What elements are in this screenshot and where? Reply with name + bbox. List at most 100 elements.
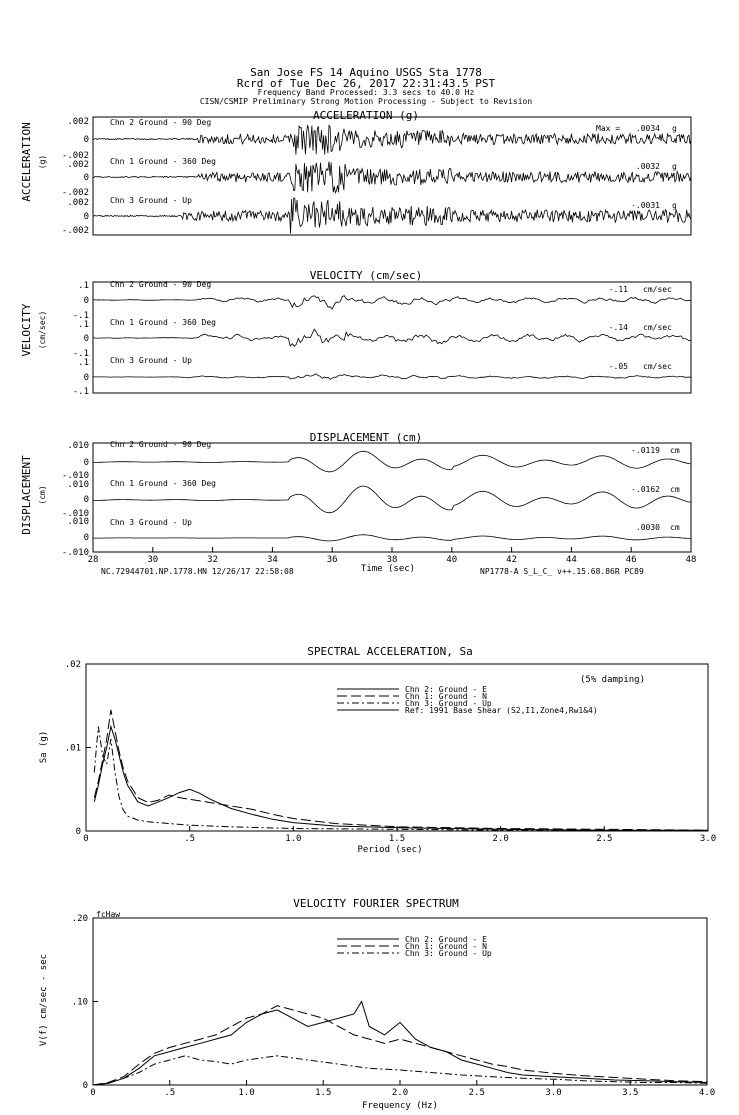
vel-chn2-label: Chn 2 Ground - 90 Deg bbox=[110, 280, 211, 289]
sa-ytick-label: .02 bbox=[65, 660, 81, 670]
accel-ytick-bot-2: -.002 bbox=[62, 188, 89, 198]
disp-chn3-trace bbox=[93, 534, 691, 542]
disp-chn1-peak: -.0162 bbox=[631, 485, 660, 494]
disp-chn2-peak: -.0119 bbox=[631, 446, 660, 455]
disp-ytick-bot-3: -.010 bbox=[62, 548, 89, 558]
vf-ticks: 0 .5 1.0 1.5 2.0 2.5 3.0 3.5 4.0 0 .10 .20 bbox=[72, 914, 715, 1098]
sa-series-line-1 bbox=[93, 724, 708, 831]
accel-chn2-peak: .0034 bbox=[636, 124, 660, 133]
vel-ytick-bot-2: -.1 bbox=[73, 349, 89, 359]
velocity-fourier-chart: VELOCITY FOURIER SPECTRUM fcHaw V(f) cm/… bbox=[39, 897, 715, 1111]
vf-xtick-label: 2.0 bbox=[392, 1088, 408, 1098]
displacement-side-label: DISPLACEMENT bbox=[20, 455, 33, 535]
acceleration-side-label: ACCELERATION bbox=[20, 122, 33, 201]
header-line-3: Frequency Band Processed: 3.3 secs to 40… bbox=[258, 88, 475, 97]
disp-chn2-trace bbox=[92, 450, 692, 473]
accel-chn3-unit: g bbox=[672, 201, 677, 210]
accel-chn1-label: Chn 1 Ground - 360 Deg bbox=[110, 157, 216, 166]
displacement-side-unit: (cm) bbox=[38, 485, 47, 504]
vel-ytick-mid-3: 0 bbox=[84, 373, 89, 383]
time-tick-label: 30 bbox=[147, 555, 158, 565]
sa-xtick-label: 0 bbox=[83, 834, 88, 844]
sa-ticks: 0 .5 1.0 1.5 2.0 2.5 3.0 0 .01 .02 bbox=[65, 660, 716, 844]
accel-chn1-peak: .0032 bbox=[636, 162, 660, 171]
accel-ytick-top-3: .002 bbox=[67, 198, 89, 208]
sa-xtick-label: 1.0 bbox=[285, 834, 301, 844]
vf-series-line-2 bbox=[92, 1005, 708, 1086]
disp-ytick-bot-2: -.010 bbox=[62, 509, 89, 519]
header-line-1: San Jose FS 14 Aquino USGS Sta 1778 bbox=[250, 66, 482, 79]
vel-ytick-top-1: .1 bbox=[78, 281, 89, 291]
disp-chn3-unit: cm bbox=[670, 523, 680, 532]
vf-xtick-label: 0 bbox=[90, 1088, 95, 1098]
vf-frame bbox=[92, 917, 708, 1086]
vf-series bbox=[92, 1000, 708, 1086]
accel-chn3-peak: -.0031 bbox=[631, 201, 660, 210]
disp-chn3-label: Chn 3 Ground - Up bbox=[110, 518, 192, 527]
sa-legend-label: Chn 1: Ground - N bbox=[405, 692, 487, 701]
vf-xtick-label: 3.5 bbox=[622, 1088, 638, 1098]
sa-ytick-label: 0 bbox=[76, 827, 81, 837]
vel-ytick-top-2: .1 bbox=[78, 320, 89, 330]
sa-legend-label: Chn 2: Ground - E bbox=[405, 685, 487, 694]
time-tick-label: 28 bbox=[88, 555, 99, 565]
sa-damping-note: (5% damping) bbox=[580, 675, 645, 685]
vf-annotation: fcHaw bbox=[96, 910, 120, 919]
vf-series-line-1 bbox=[92, 1000, 708, 1086]
time-axis-label: Time (sec) bbox=[361, 564, 415, 574]
vel-ytick-top-3: .1 bbox=[78, 358, 89, 368]
vel-chn2-peak: -.11 bbox=[609, 285, 628, 294]
disp-chn3-peak: .0030 bbox=[636, 523, 660, 532]
vel-ytick-bot-3: -.1 bbox=[73, 387, 89, 397]
disp-chn1-trace bbox=[93, 485, 692, 514]
accel-chn2-label: Chn 2 Ground - 90 Deg bbox=[110, 118, 211, 127]
vf-legend-label: Chn 1: Ground - N bbox=[405, 942, 487, 951]
vf-xtick-label: 1.0 bbox=[238, 1088, 254, 1098]
acceleration-side-unit: (g) bbox=[38, 155, 47, 169]
accel-chn2-unit: g bbox=[672, 124, 677, 133]
time-tick-label: 36 bbox=[327, 555, 338, 565]
disp-ytick-mid-2: 0 bbox=[84, 495, 89, 505]
vf-legend-label: Chn 2: Ground - E bbox=[405, 935, 487, 944]
disp-ytick-top-2: .010 bbox=[67, 480, 89, 490]
disp-chn1-unit: cm bbox=[670, 485, 680, 494]
vel-chn2-trace bbox=[93, 295, 692, 310]
vel-chn3-label: Chn 3 Ground - Up bbox=[110, 356, 192, 365]
vel-chn3-peak: -.05 bbox=[609, 362, 628, 371]
disp-ytick-top-1: .010 bbox=[67, 441, 89, 451]
displacement-frame bbox=[92, 442, 692, 553]
accel-chn1-unit: g bbox=[672, 162, 677, 171]
velocity-title: VELOCITY (cm/sec) bbox=[310, 269, 423, 282]
vf-xtick-label: 1.5 bbox=[315, 1088, 331, 1098]
vel-chn3-unit: cm/sec bbox=[643, 362, 672, 371]
vf-ylabel: V(f) cm/sec - sec bbox=[39, 954, 49, 1046]
accel-ytick-bot-1: -.002 bbox=[62, 151, 89, 161]
footer-right: NP1778-A S_L_C_ v++.15.68.86R PC89 bbox=[480, 567, 644, 576]
accel-ytick-top-1: .002 bbox=[67, 117, 89, 127]
time-axis-ticks: 28 30 32 34 36 38 40 42 44 46 48 bbox=[88, 547, 697, 565]
footer-left: NC.72944701.NP.1778.HN 12/26/17 22:58:08 bbox=[101, 567, 294, 576]
velocity-side-label: VELOCITY bbox=[20, 303, 33, 356]
velocity-frame bbox=[92, 281, 692, 394]
time-tick-label: 48 bbox=[686, 555, 697, 565]
acceleration-frame bbox=[92, 116, 692, 236]
displacement-panel: DISPLACEMENT (cm) DISPLACEMENT (cm) .010… bbox=[20, 431, 696, 576]
disp-ytick-mid-3: 0 bbox=[84, 533, 89, 543]
vf-ytick-label: .20 bbox=[72, 914, 88, 924]
time-tick-label: 34 bbox=[267, 555, 278, 565]
accel-ytick-mid-3: 0 bbox=[84, 212, 89, 222]
accel-chn3-label: Chn 3 Ground - Up bbox=[110, 196, 192, 205]
vf-xtick-label: 3.0 bbox=[545, 1088, 561, 1098]
sa-series-line-2 bbox=[93, 709, 709, 831]
vel-chn1-label: Chn 1 Ground - 360 Deg bbox=[110, 318, 216, 327]
time-tick-label: 32 bbox=[207, 555, 218, 565]
accel-ytick-top-2: .002 bbox=[67, 160, 89, 170]
acceleration-title: ACCELERATION (g) bbox=[313, 109, 419, 122]
sa-legend-label: Ref: 1991 Base Shear (S2,I1,Zone4,Rw1&4) bbox=[405, 706, 598, 715]
vf-xlabel: Frequency (Hz) bbox=[362, 1101, 438, 1111]
vf-xtick-label: 4.0 bbox=[699, 1088, 715, 1098]
accel-max-prefix: Max = bbox=[596, 124, 620, 133]
vel-chn2-unit: cm/sec bbox=[643, 285, 672, 294]
